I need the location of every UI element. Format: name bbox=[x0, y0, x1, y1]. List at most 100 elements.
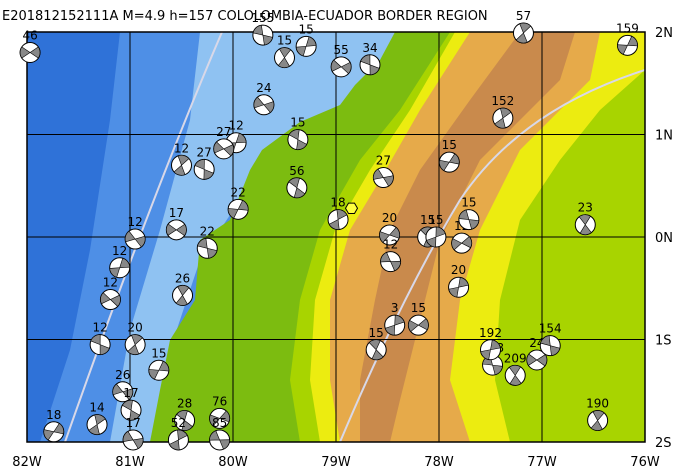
beachball-quadrant bbox=[121, 399, 141, 421]
lon-tick-label: 76W bbox=[630, 455, 660, 470]
event-depth-label: 155 bbox=[251, 11, 274, 25]
beachball-quadrant bbox=[213, 141, 234, 157]
focal-mechanism bbox=[372, 167, 394, 189]
focal-mechanism bbox=[89, 334, 111, 356]
focal-mechanism bbox=[379, 224, 401, 246]
event-depth-label: 20 bbox=[382, 211, 397, 225]
focal-mechanism bbox=[112, 381, 134, 403]
event-depth-label: 12 bbox=[103, 276, 118, 290]
event-depth-label: 15 bbox=[461, 196, 476, 210]
event-depth-label: 14 bbox=[89, 401, 104, 415]
event-depth-label: 3 bbox=[391, 301, 399, 315]
beachball-quadrant bbox=[439, 153, 460, 172]
beachball-quadrant bbox=[88, 414, 106, 435]
event-depth-label: 15 bbox=[428, 213, 443, 227]
focal-mechanism bbox=[512, 22, 534, 44]
focal-mechanism bbox=[448, 276, 470, 298]
focal-mechanism bbox=[99, 289, 121, 311]
event-depth-label: 17 bbox=[125, 416, 140, 430]
beachball-quadrant bbox=[617, 35, 638, 55]
beachball-quadrant bbox=[173, 155, 190, 176]
focal-mechanism bbox=[492, 107, 514, 129]
lat-tick-label: 1S bbox=[655, 334, 672, 349]
beachball-quadrant bbox=[451, 236, 472, 251]
focal-mechanism bbox=[122, 429, 144, 451]
map-frame bbox=[26, 31, 646, 443]
event-depth-label: 190 bbox=[586, 396, 609, 410]
event-depth-label: 27 bbox=[216, 125, 231, 139]
focal-mechanism bbox=[274, 47, 295, 69]
focal-mechanism bbox=[504, 364, 526, 386]
focal-mechanism bbox=[458, 209, 480, 231]
event-depth-label: 18 bbox=[46, 408, 61, 422]
lon-tick-label: 81W bbox=[115, 455, 145, 470]
event-depth-label: 12 bbox=[228, 119, 243, 133]
event-depth-label: 22 bbox=[200, 224, 215, 238]
focal-mechanism bbox=[196, 237, 218, 259]
beachball-quadrant bbox=[209, 430, 230, 450]
event-depth-label: 28 bbox=[177, 396, 192, 410]
focal-mechanism bbox=[587, 409, 609, 431]
event-depth-label: 57 bbox=[516, 9, 531, 23]
focal-mechanism bbox=[252, 24, 274, 46]
focal-mechanism bbox=[295, 35, 317, 57]
beachball-quadrant bbox=[295, 36, 317, 57]
beachball-quadrant bbox=[127, 334, 143, 355]
event-depth-label: 15 bbox=[298, 22, 313, 36]
focal-mechanism bbox=[174, 409, 196, 431]
event-depth-label: 192 bbox=[479, 326, 502, 340]
beachball-quadrant bbox=[166, 223, 187, 237]
focal-mechanism bbox=[330, 56, 352, 78]
focal-mechanism bbox=[165, 219, 187, 241]
focal-mechanism bbox=[253, 94, 275, 116]
beachball-quadrant bbox=[408, 318, 429, 333]
event-depth-label: 154 bbox=[539, 322, 562, 336]
focal-mechanism bbox=[287, 129, 309, 151]
focal-mechanism bbox=[120, 399, 142, 421]
beachball-quadrant bbox=[277, 47, 292, 68]
beachball-quadrant bbox=[19, 46, 41, 59]
event-depth-label: 20 bbox=[128, 321, 143, 335]
event-depth-label: 56 bbox=[289, 164, 304, 178]
focal-mechanism bbox=[209, 407, 231, 429]
lat-tick-label: 1N bbox=[655, 129, 673, 144]
event-depth-label: 209 bbox=[504, 351, 527, 365]
focal-mechanism bbox=[171, 154, 192, 176]
beachball-quadrant bbox=[328, 209, 348, 230]
event-depth-label: 20 bbox=[451, 263, 466, 277]
event-depth-label: 15 bbox=[369, 326, 384, 340]
focal-mechanism bbox=[213, 138, 235, 160]
focal-mechanism bbox=[209, 429, 231, 451]
beachball-quadrant bbox=[288, 177, 306, 199]
beachball-quadrant bbox=[197, 238, 218, 259]
event-depth-label: 12 bbox=[174, 141, 189, 155]
beachball-quadrant bbox=[526, 353, 548, 367]
beachball-quadrant bbox=[124, 230, 146, 248]
beachball-quadrant bbox=[43, 422, 65, 441]
event-depth-label: 15 bbox=[151, 346, 166, 360]
focal-mechanism bbox=[124, 334, 146, 356]
beachball-quadrant bbox=[494, 107, 512, 129]
beachball-quadrant bbox=[426, 226, 446, 248]
event-depth-label: 55 bbox=[334, 43, 349, 57]
event-depth-label: 17 bbox=[123, 386, 138, 400]
beachball-quadrant bbox=[175, 285, 190, 306]
focal-mechanism bbox=[451, 232, 473, 254]
beachball-quadrant bbox=[330, 59, 352, 75]
lat-tick-label: 2S bbox=[655, 436, 672, 451]
lat-tick-label: 2N bbox=[655, 26, 673, 41]
focal-mechanism bbox=[539, 335, 561, 357]
event-depth-label: 15 bbox=[411, 301, 426, 315]
focal-mechanism bbox=[86, 414, 108, 436]
event-depth-label: 12 bbox=[383, 238, 398, 252]
focal-mechanism bbox=[574, 214, 596, 236]
beachball-quadrant bbox=[578, 214, 592, 235]
event-depth-label: 18 bbox=[330, 196, 345, 210]
beachball-quadrant bbox=[122, 430, 144, 450]
beachball-quadrant bbox=[458, 209, 480, 230]
event-depth-label: 85 bbox=[212, 416, 227, 430]
focal-mechanism bbox=[286, 177, 308, 199]
event-depth-label: 27 bbox=[376, 154, 391, 168]
